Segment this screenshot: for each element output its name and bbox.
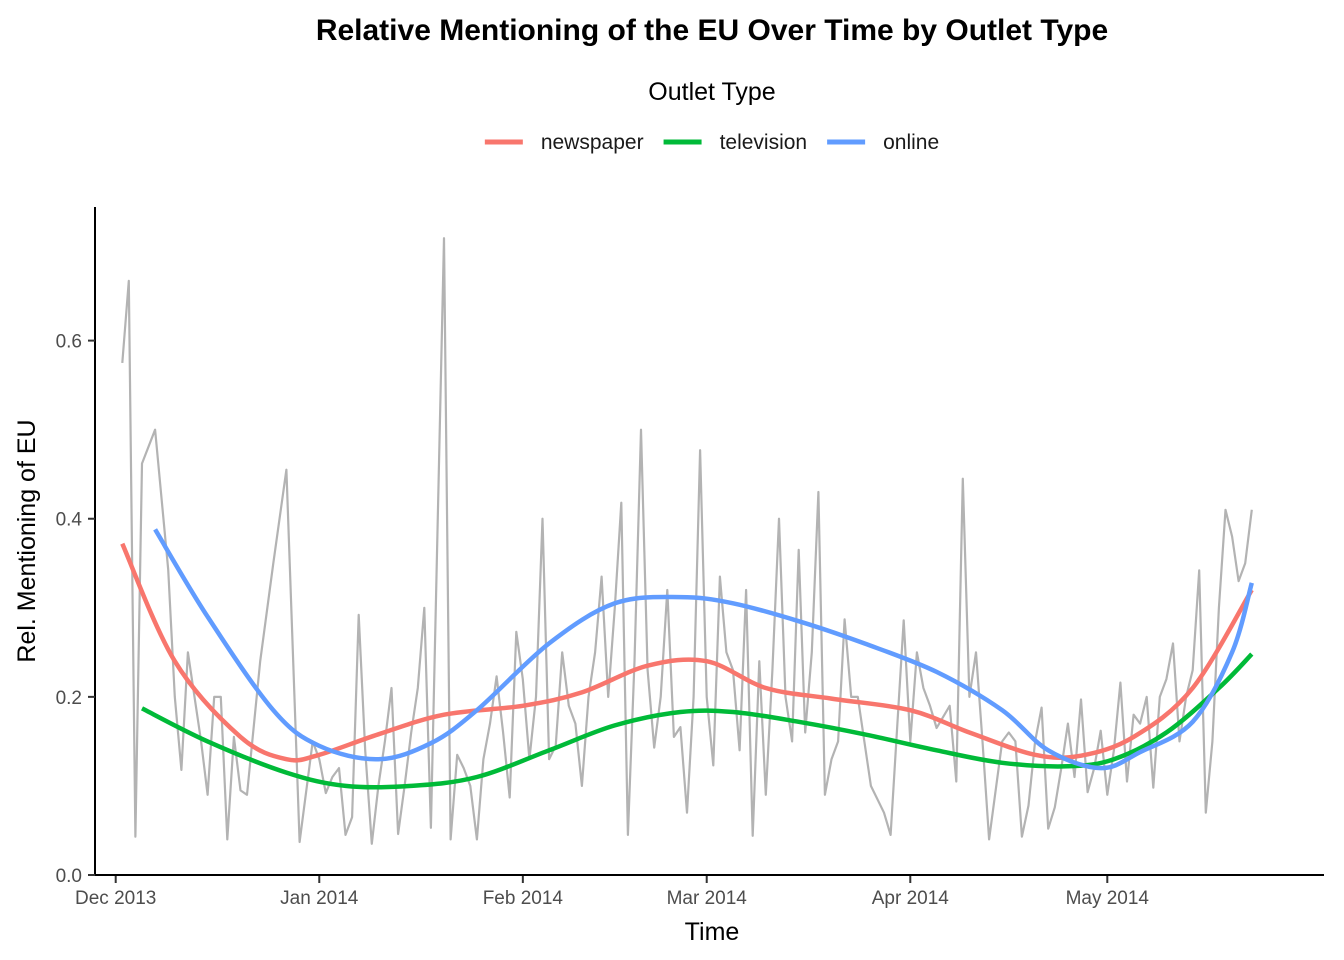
legend-title: Outlet Type	[648, 78, 775, 106]
legend-label: newspaper	[541, 131, 644, 154]
x-tick-label: Apr 2014	[872, 888, 950, 909]
y-tick-label: 0.0	[56, 866, 82, 887]
series-line-television	[140, 652, 1254, 790]
x-axis-title: Time	[685, 918, 740, 946]
series-line-online	[153, 528, 1254, 771]
legend: newspaper television online	[484, 131, 939, 154]
series-line-newspaper	[120, 542, 1254, 763]
y-tick-label: 0.2	[56, 688, 82, 709]
chart-title: Relative Mentioning of the EU Over Time …	[316, 14, 1108, 47]
x-tick-label: May 2014	[1066, 888, 1150, 909]
y-axis-ticks: 0.0 0.2 0.4 0.6	[56, 332, 95, 887]
raw-observations-line	[121, 237, 1253, 845]
legend-item-newspaper: newspaper	[484, 131, 644, 154]
x-tick-label: Mar 2014	[667, 888, 748, 909]
x-tick-label: Dec 2013	[75, 888, 156, 909]
legend-label: online	[883, 131, 939, 154]
series-layer	[120, 528, 1254, 790]
y-tick-label: 0.4	[56, 510, 83, 531]
y-axis-title: Rel. Mentioning of EU	[13, 419, 41, 662]
x-tick-label: Feb 2014	[483, 888, 564, 909]
legend-item-online: online	[827, 131, 939, 154]
x-axis-ticks: Dec 2013 Jan 2014 Feb 2014 Mar 2014 Apr 2014…	[75, 876, 1149, 909]
x-tick-label: Jan 2014	[280, 888, 359, 909]
legend-label: television	[720, 131, 808, 154]
y-tick-label: 0.6	[56, 332, 82, 353]
raw-data-layer	[121, 237, 1253, 845]
legend-item-television: television	[663, 131, 808, 154]
